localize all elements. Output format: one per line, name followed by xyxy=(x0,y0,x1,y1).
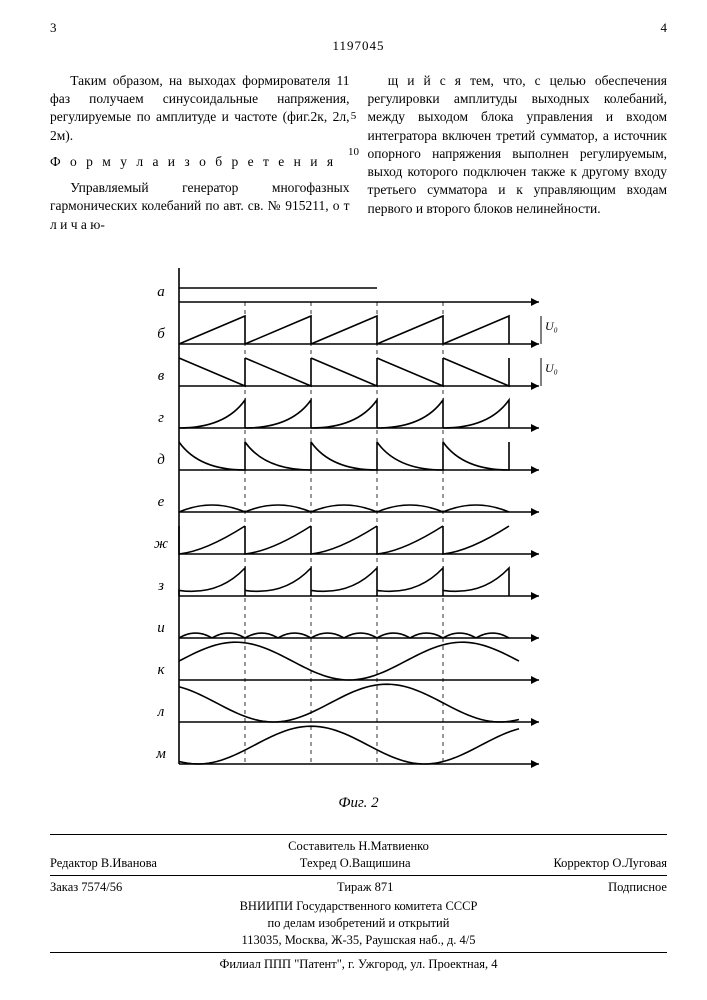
svg-text:г: г xyxy=(158,410,164,426)
svg-text:з: з xyxy=(157,578,164,594)
techred: Техред О.Ващишина xyxy=(300,856,411,871)
credits-line: Редактор В.Иванова Техред О.Ващишина Кор… xyxy=(50,856,667,871)
address-line: 113035, Москва, Ж-35, Раушская наб., д. … xyxy=(50,933,667,948)
address-line: Филиал ППП "Патент", г. Ужгород, ул. Про… xyxy=(50,957,667,972)
document-number: 1197045 xyxy=(50,38,667,54)
divider xyxy=(50,952,667,953)
svg-text:и: и xyxy=(157,620,165,636)
order-line: Заказ 7574/56 Тираж 871 Подписное xyxy=(50,880,667,895)
divider xyxy=(50,875,667,876)
left-column: Таким образом, на выходах формирователя … xyxy=(50,72,350,242)
subscription: Подписное xyxy=(608,880,667,895)
col-num-right: 4 xyxy=(661,20,668,36)
divider xyxy=(50,834,667,835)
svg-text:в: в xyxy=(157,368,164,384)
waveform-diagram: а б U₀ в U₀ г д е ж з и к л м xyxy=(139,260,579,784)
org-line: по делам изобретений и открытий xyxy=(50,916,667,931)
svg-text:м: м xyxy=(155,746,166,762)
svg-text:д: д xyxy=(157,452,165,468)
svg-text:ж: ж xyxy=(154,536,168,552)
svg-text:л: л xyxy=(156,704,164,720)
line-marker: 10 xyxy=(348,146,359,158)
footer: Составитель Н.Матвиенко Редактор В.Ивано… xyxy=(50,834,667,972)
corrector: Корректор О.Луговая xyxy=(553,856,667,871)
paragraph: щ и й с я тем, что, с целью обеспечения … xyxy=(368,72,668,218)
svg-text:а: а xyxy=(157,284,165,300)
svg-text:е: е xyxy=(157,494,164,510)
col-num-left: 3 xyxy=(50,20,57,36)
page: 3 4 1197045 5 10 Таким образом, на выход… xyxy=(0,0,707,1000)
paragraph: Таким образом, на выходах формирователя … xyxy=(50,72,350,145)
svg-text:U₀: U₀ xyxy=(545,319,558,333)
line-number-markers: 5 10 xyxy=(348,110,359,182)
edition: Тираж 871 xyxy=(337,880,393,895)
header-column-numbers: 3 4 xyxy=(50,20,667,36)
svg-text:к: к xyxy=(157,662,165,678)
editor: Редактор В.Иванова xyxy=(50,856,157,871)
svg-text:б: б xyxy=(157,326,165,342)
org-line: ВНИИПИ Государственного комитета СССР xyxy=(50,899,667,914)
right-column: щ и й с я тем, что, с целью обеспечения … xyxy=(368,72,668,242)
figure-caption: Фиг. 2 xyxy=(50,795,667,812)
formula-title: Ф о р м у л а и з о б р е т е н и я xyxy=(50,153,350,171)
paragraph: Управляемый генератор многофазных гармон… xyxy=(50,179,350,234)
line-marker: 5 xyxy=(348,110,359,122)
figure-2: а б U₀ в U₀ г д е ж з и к л м Фиг. 2 xyxy=(50,260,667,812)
compiler-line: Составитель Н.Матвиенко xyxy=(50,839,667,854)
svg-text:U₀: U₀ xyxy=(545,361,558,375)
order-number: Заказ 7574/56 xyxy=(50,880,122,895)
